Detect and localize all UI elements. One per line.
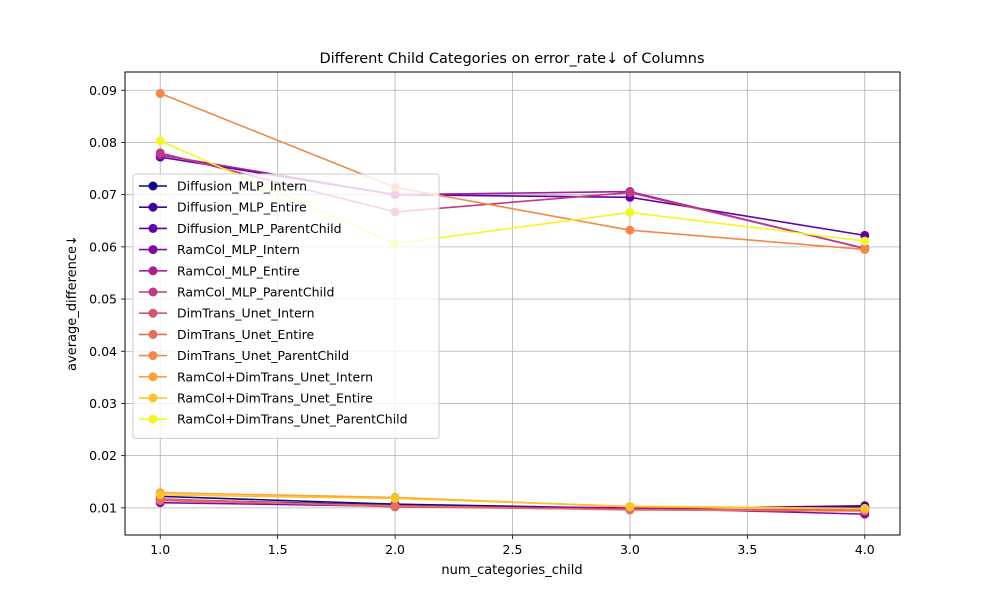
legend-label: DimTrans_Unet_Entire (177, 327, 315, 342)
legend-box (132, 173, 440, 439)
data-point (625, 225, 635, 235)
x-tick-label: 2.5 (503, 542, 523, 557)
legend-swatch-marker (148, 181, 158, 191)
x-tick-label: 4.0 (855, 542, 875, 557)
legend-label: RamCol_MLP_ParentChild (177, 285, 334, 300)
legend-swatch-marker (148, 329, 158, 339)
series-group (155, 88, 870, 254)
x-axis-label: num_categories_child (441, 563, 582, 578)
legend-swatch-marker (148, 393, 158, 403)
legend-swatch-marker (148, 266, 158, 276)
y-tick-label: 0.06 (89, 239, 117, 254)
x-tick-label: 2.0 (385, 542, 405, 557)
legend-entry: RamCol+DimTrans_Unet_Intern (139, 369, 373, 384)
legend-entry: DimTrans_Unet_Entire (139, 327, 315, 342)
legend-swatch-marker (148, 414, 158, 424)
legend-entry: Diffusion_MLP_Intern (139, 179, 307, 194)
x-tick-label: 1.5 (268, 542, 288, 557)
legend-label: RamCol+DimTrans_Unet_Entire (177, 391, 373, 406)
legend-label: RamCol+DimTrans_Unet_ParentChild (177, 412, 408, 427)
legend-entry: RamCol+DimTrans_Unet_Entire (139, 391, 373, 406)
x-tick-label: 3.5 (737, 542, 757, 557)
x-axis-ticks: 1.0 1.5 2.0 2.5 3.0 3.5 4.0 (150, 535, 875, 557)
legend-swatch-marker (148, 223, 158, 233)
chart-title: Different Child Categories on error_rate… (319, 51, 704, 67)
legend-label: DimTrans_Unet_ParentChild (177, 348, 349, 363)
legend-label: RamCol_MLP_Intern (177, 242, 300, 257)
data-point (155, 136, 165, 146)
y-tick-label: 0.03 (89, 396, 117, 411)
legend-swatch-marker (148, 308, 158, 318)
legend-swatch-marker (148, 287, 158, 297)
legend-entry: RamCol+DimTrans_Unet_ParentChild (139, 412, 408, 427)
y-tick-label: 0.07 (89, 187, 117, 202)
x-tick-label: 1.0 (150, 542, 170, 557)
legend-entry: Diffusion_MLP_ParentChild (139, 221, 342, 236)
data-point (860, 236, 870, 246)
y-tick-label: 0.04 (89, 344, 117, 359)
legend-entry: RamCol_MLP_ParentChild (139, 285, 334, 300)
legend-entry: DimTrans_Unet_ParentChild (139, 348, 349, 363)
series-line (159, 92, 865, 251)
legend-label: RamCol_MLP_Entire (177, 263, 300, 278)
y-tick-label: 0.09 (89, 83, 117, 98)
data-point (860, 244, 870, 254)
y-axis-ticks: 0.01 0.02 0.03 0.04 0.05 0.06 0.07 0.08 0.09 (89, 83, 125, 515)
legend-entry: Diffusion_MLP_Entire (139, 200, 307, 215)
data-point (625, 207, 635, 217)
data-point (625, 501, 635, 511)
y-tick-label: 0.05 (89, 292, 117, 307)
legend: Diffusion_MLP_Intern Diffusion_MLP_Entire… (132, 173, 440, 439)
legend-label: RamCol+DimTrans_Unet_Intern (177, 369, 373, 384)
data-point (390, 501, 400, 511)
y-tick-label: 0.02 (89, 448, 117, 463)
data-point (155, 490, 165, 500)
data-point (390, 493, 400, 503)
data-point (155, 148, 165, 158)
legend-swatch-marker (148, 245, 158, 255)
y-axis-label: average_difference↓ (65, 235, 80, 371)
data-point (860, 503, 870, 513)
legend-swatch-marker (148, 372, 158, 382)
legend-label: Diffusion_MLP_Intern (177, 179, 307, 194)
series-line (160, 494, 865, 510)
legend-swatch-marker (148, 351, 158, 361)
legend-swatch-marker (148, 202, 158, 212)
legend-label: DimTrans_Unet_Intern (177, 306, 315, 321)
legend-entry: RamCol_MLP_Intern (139, 242, 300, 257)
x-tick-label: 3.0 (620, 542, 640, 557)
series-line (160, 499, 865, 512)
legend-label: Diffusion_MLP_Entire (177, 200, 307, 215)
legend-entry: RamCol_MLP_Entire (139, 263, 300, 278)
data-point (155, 88, 165, 98)
legend-label: Diffusion_MLP_ParentChild (177, 221, 342, 236)
series-group (155, 490, 870, 513)
y-tick-label: 0.01 (89, 500, 117, 515)
data-point (625, 188, 635, 198)
y-tick-label: 0.08 (89, 135, 117, 150)
legend-entry: DimTrans_Unet_Intern (139, 306, 315, 321)
